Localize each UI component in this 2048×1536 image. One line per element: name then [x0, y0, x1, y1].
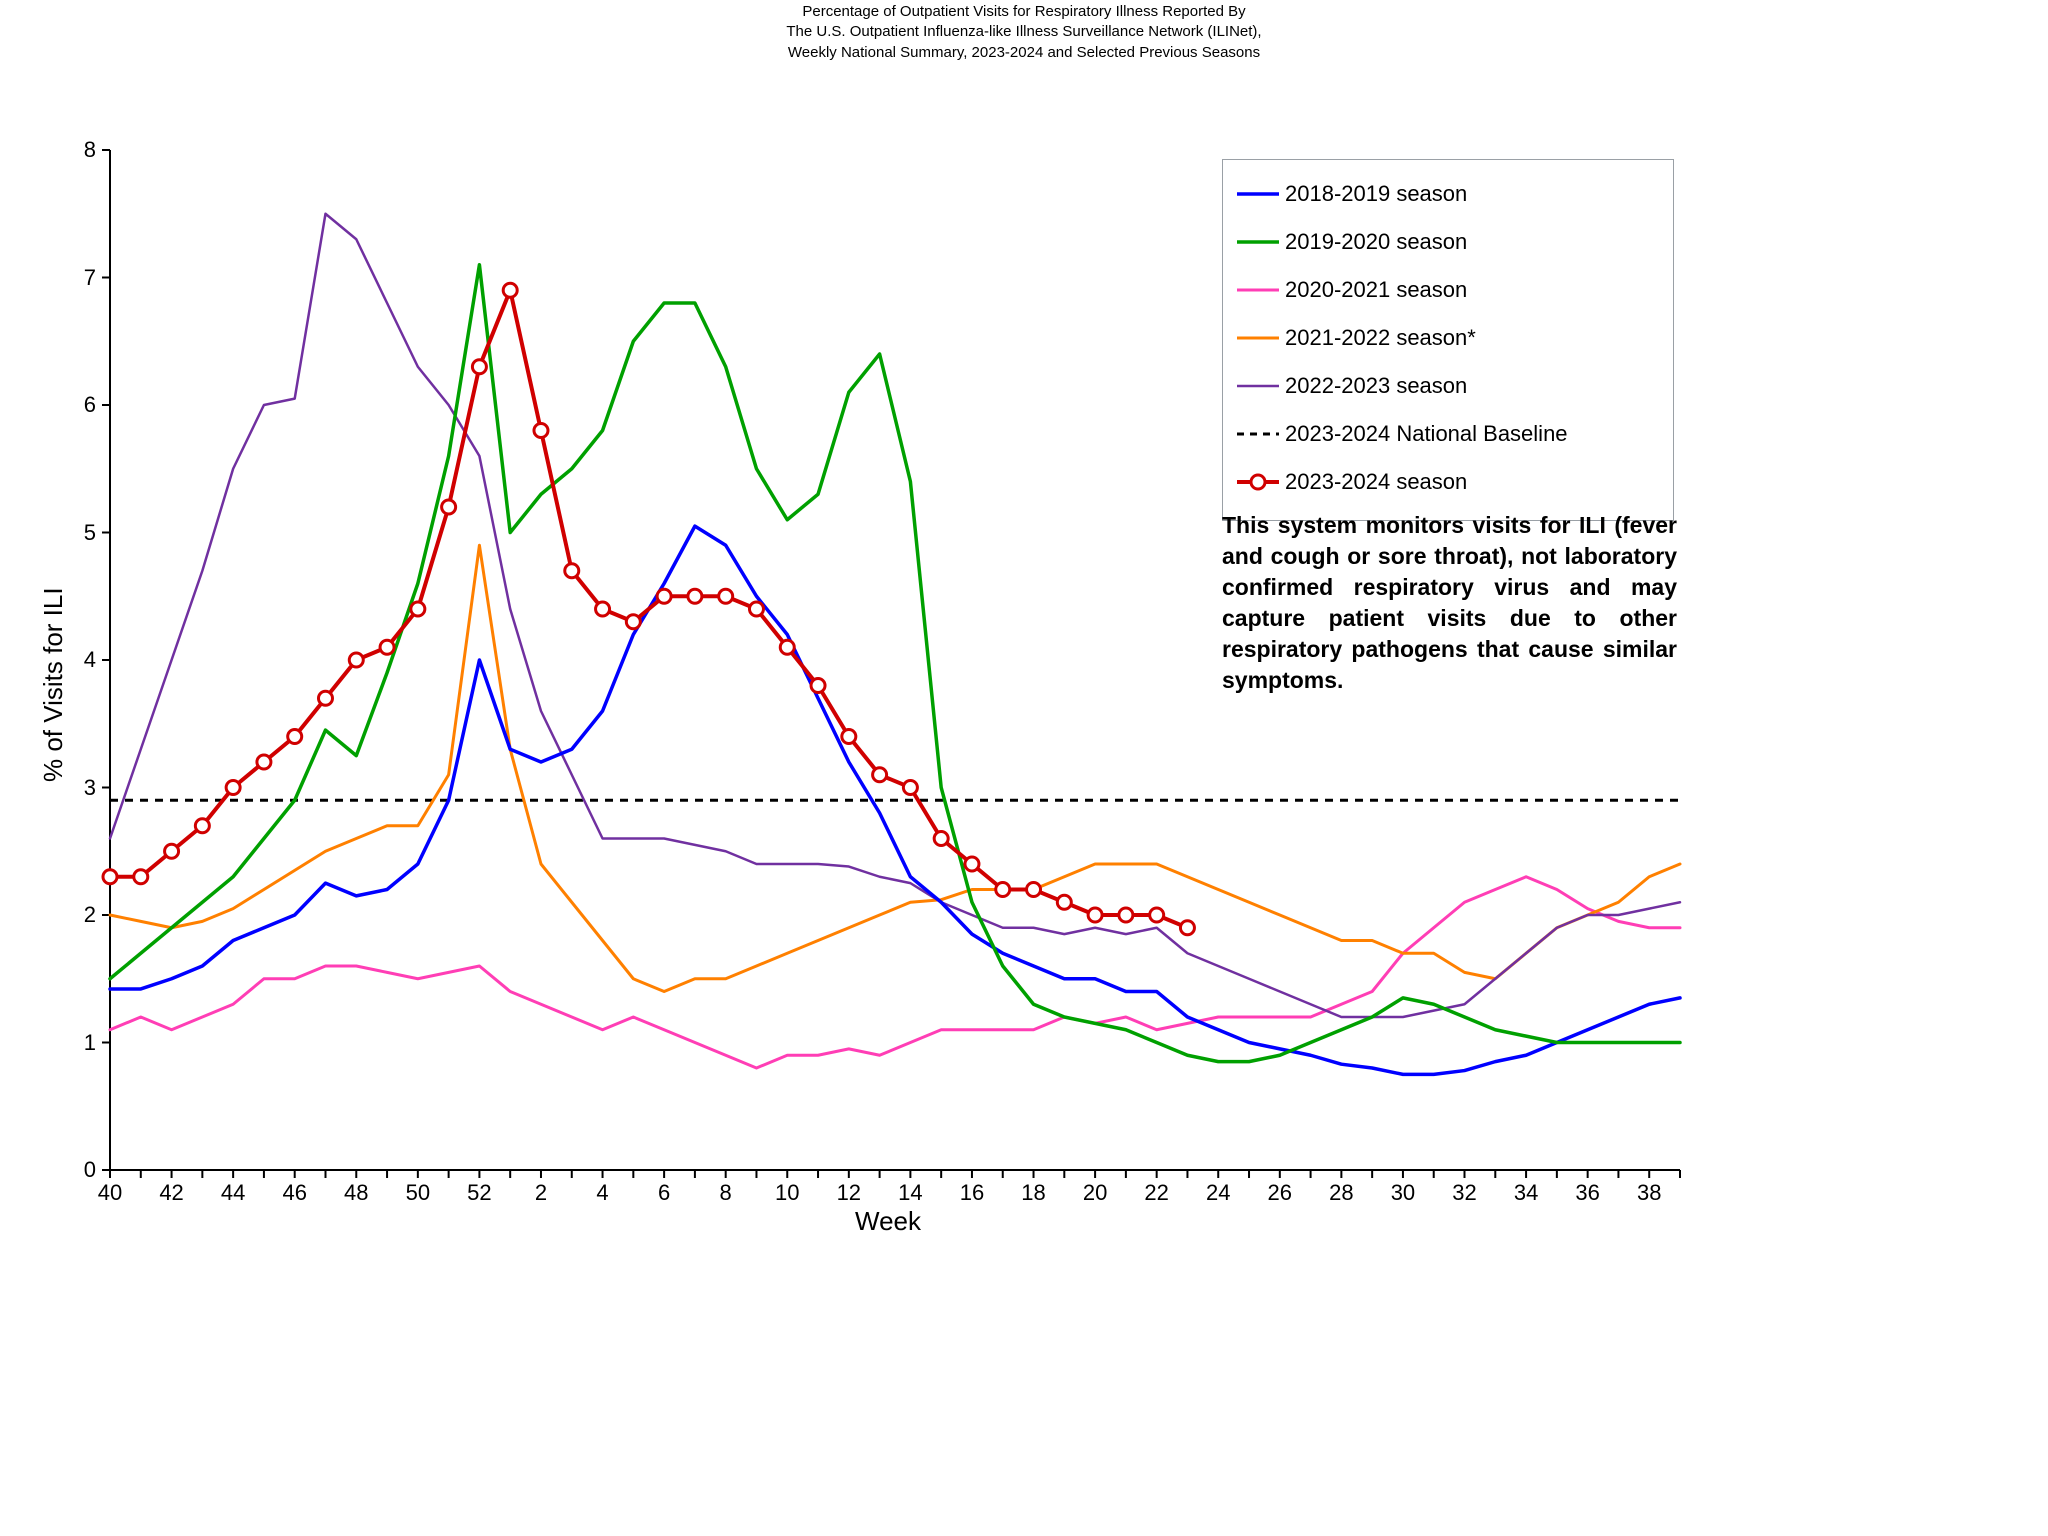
y-tick: 5: [84, 520, 96, 546]
y-tick: 7: [84, 265, 96, 291]
legend: 2018-2019 season 2019-2020 season 2020-202…: [1222, 159, 1674, 521]
x-tick: 14: [895, 1180, 925, 1206]
legend-item: 2018-2019 season: [1237, 170, 1657, 218]
legend-item: 2023-2024 season: [1237, 458, 1657, 506]
x-tick: 18: [1019, 1180, 1049, 1206]
legend-label: 2018-2019 season: [1285, 181, 1467, 207]
x-tick: 36: [1573, 1180, 1603, 1206]
legend-swatch: [1237, 324, 1279, 352]
x-tick: 10: [772, 1180, 802, 1206]
y-tick: 6: [84, 392, 96, 418]
legend-item: 2022-2023 season: [1237, 362, 1657, 410]
legend-item: 2019-2020 season: [1237, 218, 1657, 266]
x-tick: 52: [464, 1180, 494, 1206]
chart-container: Percentage of Outpatient Visits for Resp…: [0, 0, 2048, 1536]
x-tick: 20: [1080, 1180, 1110, 1206]
x-tick: 22: [1142, 1180, 1172, 1206]
x-tick: 4: [588, 1180, 618, 1206]
x-tick: 50: [403, 1180, 433, 1206]
x-tick: 26: [1265, 1180, 1295, 1206]
legend-swatch: [1237, 468, 1279, 496]
y-tick: 4: [84, 647, 96, 673]
x-tick: 6: [649, 1180, 679, 1206]
y-axis-label: % of Visits for ILI: [38, 588, 69, 783]
legend-item: 2023-2024 National Baseline: [1237, 410, 1657, 458]
legend-item: 2020-2021 season: [1237, 266, 1657, 314]
chart-title: Percentage of Outpatient Visits for Resp…: [0, 2, 2048, 63]
legend-label: 2021-2022 season*: [1285, 325, 1476, 351]
explanatory-note: This system monitors visits for ILI (fev…: [1222, 510, 1677, 696]
x-tick: 16: [957, 1180, 987, 1206]
x-tick: 8: [711, 1180, 741, 1206]
x-tick: 44: [218, 1180, 248, 1206]
x-tick: 12: [834, 1180, 864, 1206]
x-tick: 46: [280, 1180, 310, 1206]
legend-swatch: [1237, 276, 1279, 304]
legend-label: 2023-2024 season: [1285, 469, 1467, 495]
x-tick: 34: [1511, 1180, 1541, 1206]
legend-swatch: [1237, 228, 1279, 256]
legend-label: 2022-2023 season: [1285, 373, 1467, 399]
legend-label: 2020-2021 season: [1285, 277, 1467, 303]
x-tick: 42: [157, 1180, 187, 1206]
y-tick: 1: [84, 1030, 96, 1056]
y-tick: 3: [84, 775, 96, 801]
y-tick: 8: [84, 137, 96, 163]
x-tick: 32: [1450, 1180, 1480, 1206]
x-tick: 30: [1388, 1180, 1418, 1206]
legend-swatch: [1237, 372, 1279, 400]
legend-item: 2021-2022 season*: [1237, 314, 1657, 362]
legend-swatch: [1237, 180, 1279, 208]
x-axis-label: Week: [855, 1206, 921, 1237]
x-tick: 48: [341, 1180, 371, 1206]
y-tick: 2: [84, 902, 96, 928]
x-tick: 40: [95, 1180, 125, 1206]
x-tick: 24: [1203, 1180, 1233, 1206]
legend-label: 2023-2024 National Baseline: [1285, 421, 1568, 447]
x-tick: 38: [1634, 1180, 1664, 1206]
legend-label: 2019-2020 season: [1285, 229, 1467, 255]
legend-swatch: [1237, 420, 1279, 448]
x-tick: 2: [526, 1180, 556, 1206]
x-tick: 28: [1326, 1180, 1356, 1206]
